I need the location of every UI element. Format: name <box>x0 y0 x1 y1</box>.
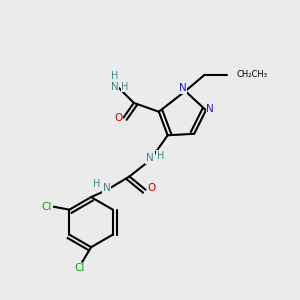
Text: Cl: Cl <box>74 263 85 273</box>
Text: Cl: Cl <box>42 202 52 212</box>
Text: O: O <box>114 112 122 123</box>
Text: H: H <box>121 82 129 92</box>
Text: N: N <box>111 82 119 92</box>
Text: CH₂CH₃: CH₂CH₃ <box>237 70 268 80</box>
Text: H: H <box>111 71 118 81</box>
Text: N: N <box>103 183 111 193</box>
Text: O: O <box>147 183 156 193</box>
Text: N: N <box>206 104 214 114</box>
Text: N: N <box>178 83 186 93</box>
Text: H: H <box>157 151 164 161</box>
Text: H: H <box>93 179 101 189</box>
Text: N: N <box>146 153 154 163</box>
